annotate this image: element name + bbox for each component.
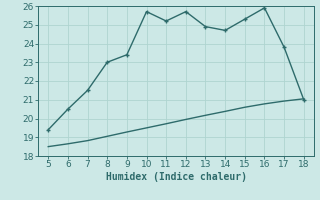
X-axis label: Humidex (Indice chaleur): Humidex (Indice chaleur) — [106, 172, 246, 182]
